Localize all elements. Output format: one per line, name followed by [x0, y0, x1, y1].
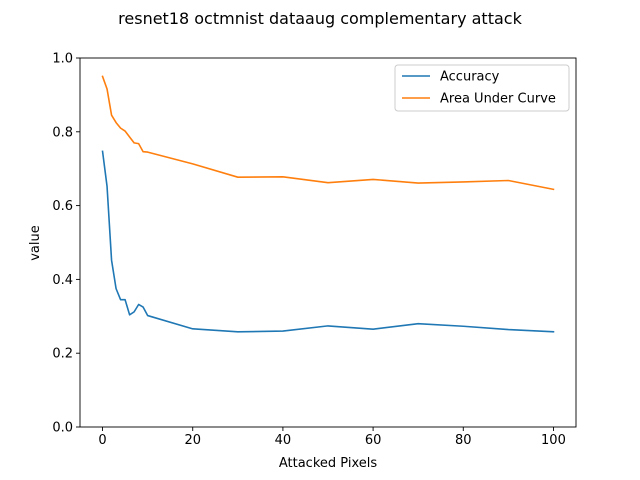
x-tick-label: 80 — [455, 433, 472, 448]
x-tick-label: 40 — [275, 433, 292, 448]
y-tick-label: 0.0 — [52, 421, 73, 436]
y-tick-label: 0.2 — [52, 347, 73, 362]
plot-area: 0 20 40 60 80 100 0.0 0.2 0.4 0.6 0.8 1.0 — [52, 52, 577, 448]
y-tick-label: 0.4 — [52, 273, 73, 288]
legend-box — [394, 64, 570, 112]
y-tick-label: 1.0 — [52, 52, 73, 67]
x-tick-label: 60 — [365, 433, 382, 448]
chart-title: resnet18 octmnist dataaug complementary … — [118, 9, 522, 28]
y-tick-label: 0.8 — [52, 125, 73, 140]
axes-frame — [79, 57, 577, 428]
series-line-0 — [101, 150, 555, 333]
legend: Accuracy Area Under Curve — [394, 64, 570, 112]
y-tick-label: 0.6 — [52, 199, 73, 214]
x-tick-label: 0 — [98, 433, 106, 448]
x-axis-label: Attacked Pixels — [279, 456, 377, 471]
legend-label-1: Area Under Curve — [440, 92, 556, 107]
legend-label-0: Accuracy — [440, 70, 500, 85]
x-tick-label: 100 — [541, 433, 566, 448]
y-axis-label: value — [28, 225, 43, 261]
series-line-1 — [101, 75, 555, 191]
x-tick-label: 20 — [184, 433, 201, 448]
